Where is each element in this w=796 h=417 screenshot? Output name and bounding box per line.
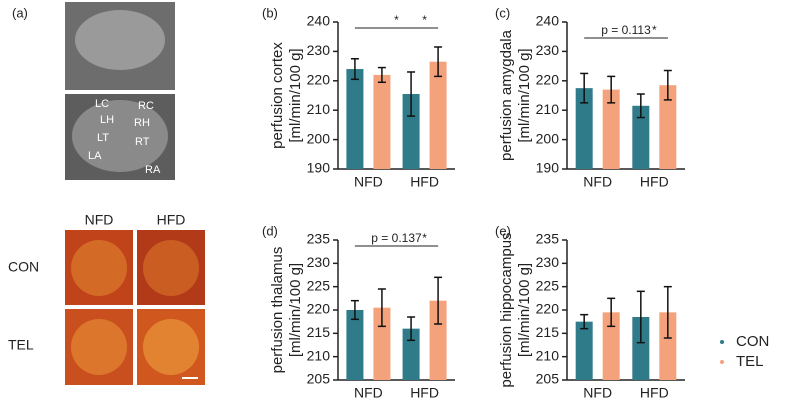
- panel-label: (c): [495, 5, 510, 20]
- x-tick-label: NFD: [354, 385, 383, 401]
- region-label: LA: [88, 150, 102, 162]
- y-tick-label: 225: [307, 277, 331, 293]
- x-tick-label: NFD: [583, 174, 612, 190]
- perfusion-map: [143, 319, 199, 375]
- region-label: RH: [134, 117, 150, 129]
- column-label: HFD: [157, 212, 186, 228]
- panel-label: (e): [495, 223, 511, 238]
- legend-label: TEL: [736, 353, 764, 370]
- panel-label: (a): [12, 5, 28, 20]
- bar: [402, 328, 420, 380]
- row-label: CON: [8, 259, 39, 275]
- y-tick-label: 235: [307, 231, 331, 247]
- annotation: p = 0.113: [601, 23, 651, 37]
- annotation: *: [422, 231, 427, 245]
- column-label: NFD: [85, 212, 114, 228]
- perfusion-map: [71, 240, 127, 296]
- bar: [659, 312, 677, 380]
- region-label: RA: [145, 164, 161, 176]
- y-tick-label: 235: [536, 231, 560, 247]
- y-tick-label: 220: [536, 72, 560, 88]
- y-axis-label: [ml/min/100 g]: [516, 263, 533, 357]
- y-tick-label: 210: [307, 347, 331, 363]
- y-tick-label: 200: [307, 130, 331, 146]
- y-tick-label: 230: [307, 42, 331, 58]
- x-tick-label: NFD: [354, 174, 383, 190]
- legend-marker: [720, 340, 724, 344]
- y-tick-label: 200: [536, 130, 560, 146]
- bar: [402, 94, 420, 169]
- annotation: *: [652, 23, 657, 37]
- y-axis-label: [ml/min/100 g]: [287, 263, 304, 357]
- bar: [346, 310, 364, 380]
- x-tick-label: HFD: [640, 385, 669, 401]
- legend-marker: [720, 360, 724, 364]
- x-tick-label: HFD: [410, 385, 439, 401]
- bar: [632, 105, 650, 169]
- y-axis-label: [ml/min/100 g]: [287, 48, 304, 142]
- region-label: LC: [95, 98, 109, 110]
- y-axis-label: [ml/min/100 g]: [516, 48, 533, 142]
- y-tick-label: 215: [307, 324, 331, 340]
- y-tick-label: 210: [307, 101, 331, 117]
- y-tick-label: 240: [307, 13, 331, 29]
- bar: [602, 312, 620, 380]
- row-label: TEL: [8, 337, 34, 353]
- annotation: p = 0.137: [371, 231, 422, 245]
- y-tick-label: 225: [536, 277, 560, 293]
- bar: [659, 85, 677, 169]
- bar: [346, 69, 364, 169]
- bar: [429, 61, 447, 169]
- bar: [575, 88, 593, 169]
- y-tick-label: 190: [307, 160, 331, 176]
- y-tick-label: 205: [536, 371, 560, 387]
- annotation: *: [394, 13, 399, 27]
- bar: [373, 74, 391, 169]
- y-tick-label: 220: [307, 72, 331, 88]
- bar: [373, 307, 391, 380]
- y-tick-label: 220: [307, 301, 331, 317]
- bar: [575, 321, 593, 380]
- panel-label: (d): [262, 223, 278, 238]
- annotation: *: [422, 13, 427, 27]
- y-tick-label: 215: [536, 324, 560, 340]
- y-tick-label: 205: [307, 371, 331, 387]
- y-axis-label: perfusion hippocampus: [498, 232, 515, 387]
- y-tick-label: 210: [536, 101, 560, 117]
- y-axis-label: perfusion thalamus: [269, 247, 286, 374]
- x-tick-label: HFD: [410, 174, 439, 190]
- region-label: LT: [97, 132, 109, 144]
- y-tick-label: 230: [536, 254, 560, 270]
- x-tick-label: HFD: [640, 174, 669, 190]
- perfusion-map: [143, 240, 199, 296]
- legend-label: CON: [736, 333, 769, 350]
- region-label: LH: [100, 114, 114, 126]
- y-axis-label: perfusion cortex: [269, 42, 286, 149]
- y-tick-label: 230: [536, 42, 560, 58]
- y-axis-label: perfusion amygdala: [498, 29, 515, 161]
- mri-image: [75, 10, 165, 70]
- x-tick-label: NFD: [583, 385, 612, 401]
- bar: [429, 300, 447, 380]
- panel-label: (b): [262, 5, 278, 20]
- mri-image: [72, 100, 168, 172]
- region-label: RT: [135, 136, 150, 148]
- perfusion-map: [71, 319, 127, 375]
- y-tick-label: 230: [307, 254, 331, 270]
- bar: [602, 89, 620, 169]
- y-tick-label: 220: [536, 301, 560, 317]
- y-tick-label: 190: [536, 160, 560, 176]
- region-label: RC: [138, 100, 154, 112]
- bar: [632, 317, 650, 380]
- y-tick-label: 240: [536, 13, 560, 29]
- y-tick-label: 210: [536, 347, 560, 363]
